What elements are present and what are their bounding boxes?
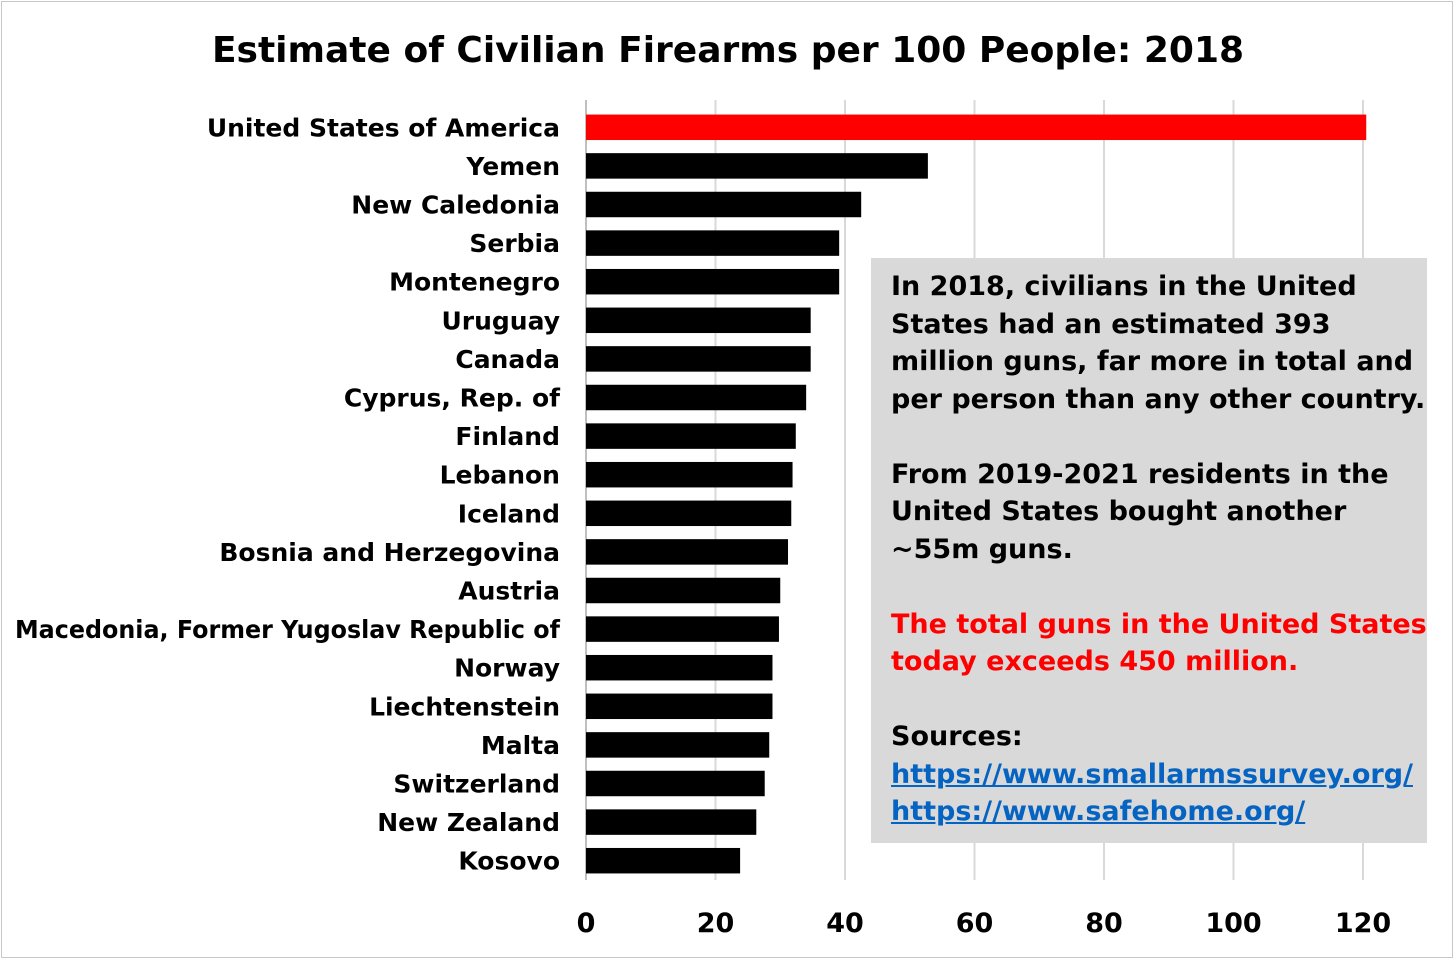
bar-canada bbox=[586, 346, 811, 372]
bar-iceland bbox=[586, 500, 792, 527]
x-tick-label: 20 bbox=[697, 908, 735, 939]
x-tick-label: 0 bbox=[577, 908, 596, 939]
category-label: Macedonia, Former Yugoslav Republic of bbox=[15, 615, 561, 644]
bar-new-zealand bbox=[586, 809, 757, 835]
x-tick-label: 120 bbox=[1335, 908, 1391, 939]
category-labels: United States of America Yemen New Caledon… bbox=[15, 113, 561, 875]
category-label: Cyprus, Rep. of bbox=[344, 384, 561, 413]
category-label: Iceland bbox=[458, 499, 560, 528]
annotation-paragraph-1: In 2018, civilians in the United States … bbox=[891, 271, 1426, 415]
category-label: Malta bbox=[481, 731, 560, 760]
category-label: New Zealand bbox=[377, 808, 560, 837]
category-label: Uruguay bbox=[441, 306, 560, 335]
source-link-safehome[interactable]: https://www.safehome.org/ bbox=[891, 796, 1306, 827]
bar-yemen bbox=[586, 153, 928, 179]
category-label: Canada bbox=[455, 345, 560, 374]
annotation-paragraph-2: From 2019-2021 residents in the United S… bbox=[891, 458, 1389, 565]
category-label: Norway bbox=[454, 654, 560, 683]
category-label: United States of America bbox=[207, 113, 560, 142]
bar-austria bbox=[586, 577, 781, 604]
bar-liechtenstein bbox=[586, 693, 773, 720]
bar-serbia bbox=[586, 230, 840, 256]
bar-kosovo bbox=[586, 847, 741, 874]
category-label: Serbia bbox=[469, 229, 560, 258]
category-label: Kosovo bbox=[458, 847, 560, 876]
bar-malta bbox=[586, 732, 770, 758]
x-axis-ticks: 0 20 40 60 80 100 120 bbox=[577, 908, 1392, 939]
annotation-paragraph-3: The total guns in the United States toda… bbox=[891, 608, 1427, 678]
bar-new-caledonia bbox=[586, 191, 862, 218]
x-tick-label: 60 bbox=[956, 908, 994, 939]
bar-cyprus-rep-of bbox=[586, 384, 807, 411]
category-label: New Caledonia bbox=[351, 191, 560, 220]
bar-montenegro bbox=[586, 268, 840, 295]
annotation-box: In 2018, civilians in the United States … bbox=[871, 258, 1427, 843]
sources-label: Sources: bbox=[891, 721, 1023, 752]
bar-macedonia-former-yugoslav-republic-of bbox=[586, 616, 779, 642]
bars bbox=[586, 114, 1367, 874]
bar-uruguay bbox=[586, 307, 811, 334]
category-label: Finland bbox=[455, 422, 560, 451]
category-label: Austria bbox=[458, 577, 560, 606]
bar-finland bbox=[586, 423, 796, 449]
bar-switzerland bbox=[586, 770, 765, 797]
source-link-smallarmssurvey[interactable]: https://www.smallarmssurvey.org/ bbox=[891, 758, 1413, 790]
bar-norway bbox=[586, 654, 773, 681]
bar-lebanon bbox=[586, 461, 793, 488]
bar-united-states-of-america bbox=[586, 114, 1367, 141]
chart-title: Estimate of Civilian Firearms per 100 Pe… bbox=[212, 30, 1244, 71]
category-label: Liechtenstein bbox=[369, 692, 560, 721]
x-tick-label: 40 bbox=[826, 908, 864, 939]
category-label: Yemen bbox=[465, 152, 560, 181]
x-tick-label: 80 bbox=[1085, 908, 1123, 939]
category-label: Montenegro bbox=[389, 268, 560, 297]
x-tick-label: 100 bbox=[1205, 908, 1261, 939]
category-label: Lebanon bbox=[440, 461, 560, 490]
bar-bosnia-and-herzegovina bbox=[586, 539, 789, 565]
category-label: Bosnia and Herzegovina bbox=[219, 538, 560, 567]
category-label: Switzerland bbox=[393, 770, 560, 799]
